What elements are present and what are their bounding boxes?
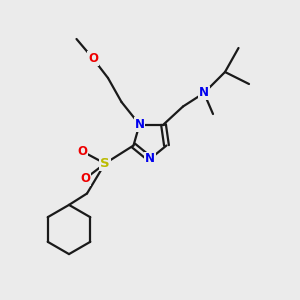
Text: O: O — [88, 52, 98, 65]
Text: N: N — [145, 152, 155, 166]
Text: O: O — [80, 172, 91, 185]
Text: O: O — [77, 145, 88, 158]
Text: S: S — [100, 157, 110, 170]
Text: N: N — [199, 86, 209, 100]
Text: N: N — [134, 118, 145, 131]
